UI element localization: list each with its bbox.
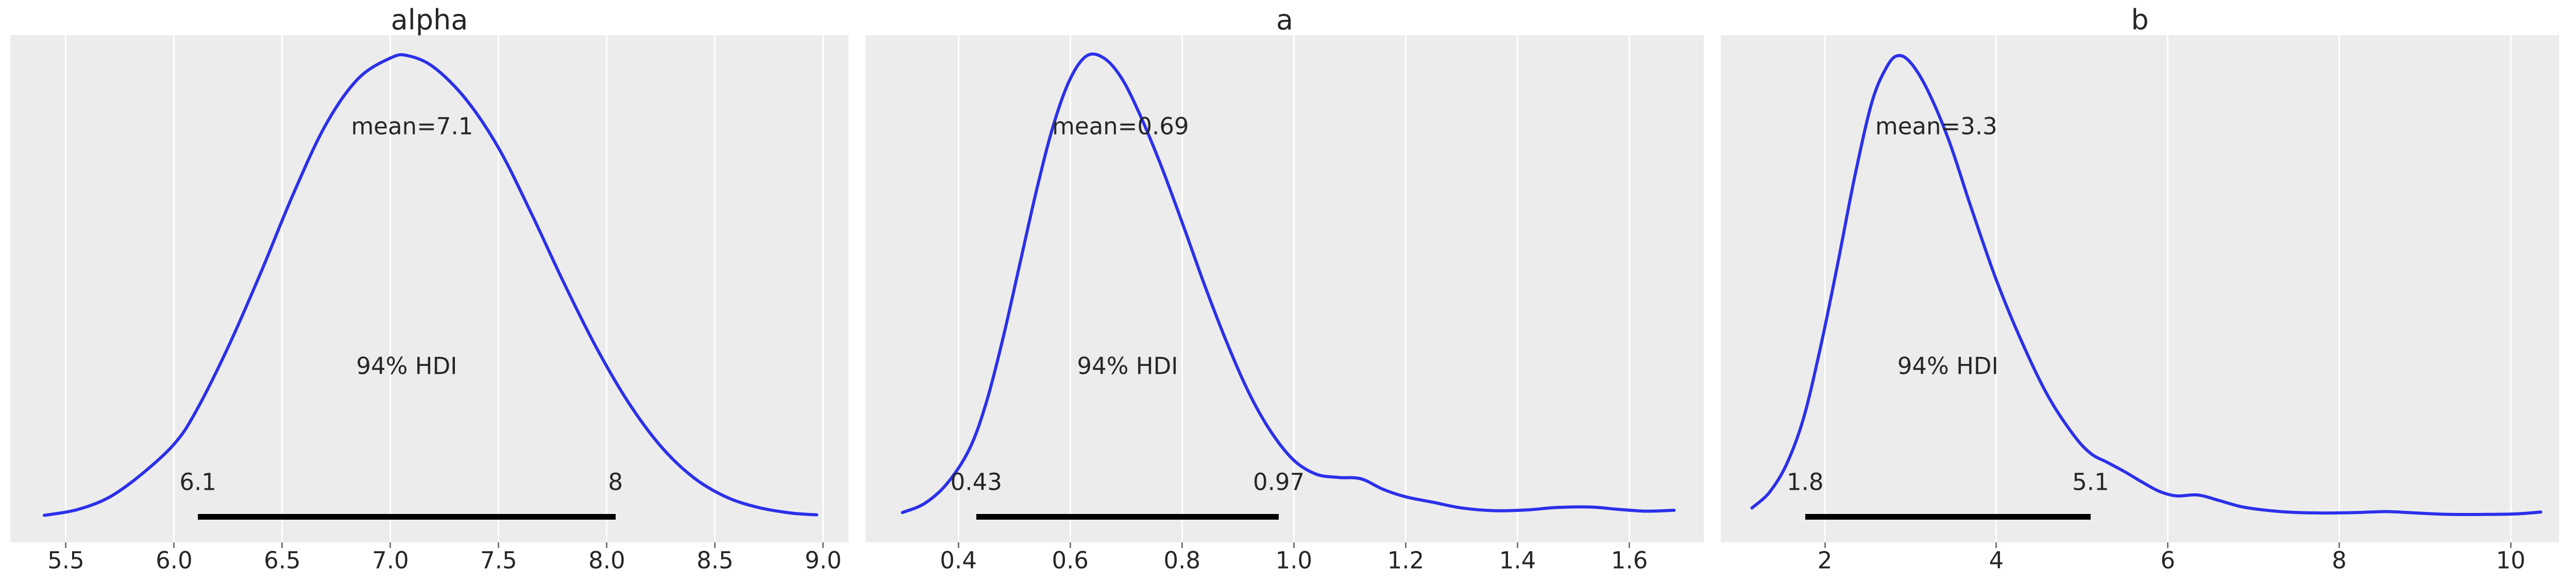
hdi-high-label: 0.97 xyxy=(1252,468,1305,496)
gridline xyxy=(1181,35,1183,542)
x-tick-label: 0.6 xyxy=(1052,546,1089,574)
x-tick-mark xyxy=(2510,542,2512,548)
gridline xyxy=(957,35,959,542)
x-tick-mark xyxy=(1293,542,1295,548)
x-tick-label: 8.0 xyxy=(588,546,625,574)
gridline xyxy=(65,35,67,542)
x-tick-mark xyxy=(498,542,500,548)
hdi-interval-label: 94% HDI xyxy=(356,352,457,380)
mean-label: mean=3.3 xyxy=(1875,112,1997,140)
kde-curve xyxy=(1750,54,2543,517)
x-tick-label: 9.0 xyxy=(805,546,842,574)
x-tick-label: 6 xyxy=(2160,546,2175,574)
hdi-low-label: 6.1 xyxy=(179,468,216,496)
hdi-interval-label: 94% HDI xyxy=(1897,352,1998,380)
x-tick-label: 0.8 xyxy=(1163,546,1201,574)
x-tick-label: 1.6 xyxy=(1611,546,1648,574)
hdi-low-label: 0.43 xyxy=(950,468,1003,496)
panel-title: a xyxy=(1276,4,1294,36)
x-tick-label: 6.5 xyxy=(264,546,301,574)
x-tick-label: 7.5 xyxy=(480,546,517,574)
panel-a: 0.4 0.6 0.8 1.0 1.2 1.4 1.6 mean=0.69 94% HDI 0.4… xyxy=(866,0,1704,581)
x-tick-label: 7.0 xyxy=(372,546,409,574)
x-tick-mark xyxy=(173,542,175,548)
x-tick-label: 1.0 xyxy=(1275,546,1313,574)
x-tick-mark xyxy=(2167,542,2169,548)
x-tick-mark xyxy=(1517,542,1519,548)
gridline xyxy=(2338,35,2340,542)
gridline xyxy=(1293,35,1295,542)
gridline xyxy=(2510,35,2512,542)
panel-alpha: 5.5 6.0 6.5 7.0 7.5 8.0 8.5 9.0 mean=7.1 94% HDI 6… xyxy=(10,0,849,581)
gridline xyxy=(714,35,716,542)
x-tick-label: 10 xyxy=(2496,546,2526,574)
gridline xyxy=(822,35,824,542)
x-tick-mark xyxy=(1404,542,1406,548)
mean-label: mean=7.1 xyxy=(351,112,473,140)
x-tick-label: 8.5 xyxy=(697,546,734,574)
x-tick-label: 0.4 xyxy=(940,546,977,574)
hdi-bar xyxy=(976,514,1279,520)
panel-b: 2 4 6 8 10 mean=3.3 94% HDI 1.8 5.1 b xyxy=(1721,0,2559,581)
hdi-bar xyxy=(198,514,616,520)
x-tick-mark xyxy=(1995,542,1997,548)
x-tick-mark xyxy=(606,542,608,548)
x-tick-label: 1.4 xyxy=(1499,546,1536,574)
gridline xyxy=(1995,35,1997,542)
gridline xyxy=(606,35,608,542)
gridline xyxy=(1629,35,1631,542)
x-tick-mark xyxy=(1069,542,1071,548)
hdi-bar xyxy=(1805,514,2091,520)
x-tick-label: 1.2 xyxy=(1387,546,1425,574)
x-tick-mark xyxy=(65,542,67,548)
hdi-low-label: 1.8 xyxy=(1786,468,1824,496)
hdi-high-label: 5.1 xyxy=(2072,468,2109,496)
gridline xyxy=(1824,35,1826,542)
kde-curve xyxy=(42,53,819,517)
x-tick-label: 4 xyxy=(1989,546,2004,574)
gridline xyxy=(1069,35,1071,542)
gridline xyxy=(1404,35,1406,542)
gridline xyxy=(281,35,283,542)
x-tick-label: 8 xyxy=(2332,546,2347,574)
x-tick-mark xyxy=(957,542,959,548)
plot-area xyxy=(1721,35,2559,542)
x-tick-mark xyxy=(2338,542,2340,548)
x-tick-mark xyxy=(1181,542,1183,548)
panel-title: b xyxy=(2131,4,2149,36)
panel-title: alpha xyxy=(391,4,468,36)
x-tick-mark xyxy=(1629,542,1631,548)
kde-curve xyxy=(901,52,1676,514)
hdi-interval-label: 94% HDI xyxy=(1077,352,1178,380)
gridline xyxy=(1517,35,1519,542)
x-tick-mark xyxy=(1824,542,1826,548)
x-tick-mark xyxy=(389,542,392,548)
x-tick-mark xyxy=(281,542,283,548)
plot-area xyxy=(866,35,1704,542)
x-tick-mark xyxy=(714,542,716,548)
gridline xyxy=(389,35,392,542)
hdi-high-label: 8 xyxy=(608,468,623,496)
x-tick-label: 6.0 xyxy=(156,546,193,574)
gridline xyxy=(2167,35,2169,542)
x-tick-label: 5.5 xyxy=(47,546,84,574)
gridline xyxy=(173,35,175,542)
x-tick-mark xyxy=(822,542,824,548)
x-tick-label: 2 xyxy=(1817,546,1833,574)
gridline xyxy=(498,35,500,542)
plot-area xyxy=(10,35,849,542)
mean-label: mean=0.69 xyxy=(1052,112,1189,140)
